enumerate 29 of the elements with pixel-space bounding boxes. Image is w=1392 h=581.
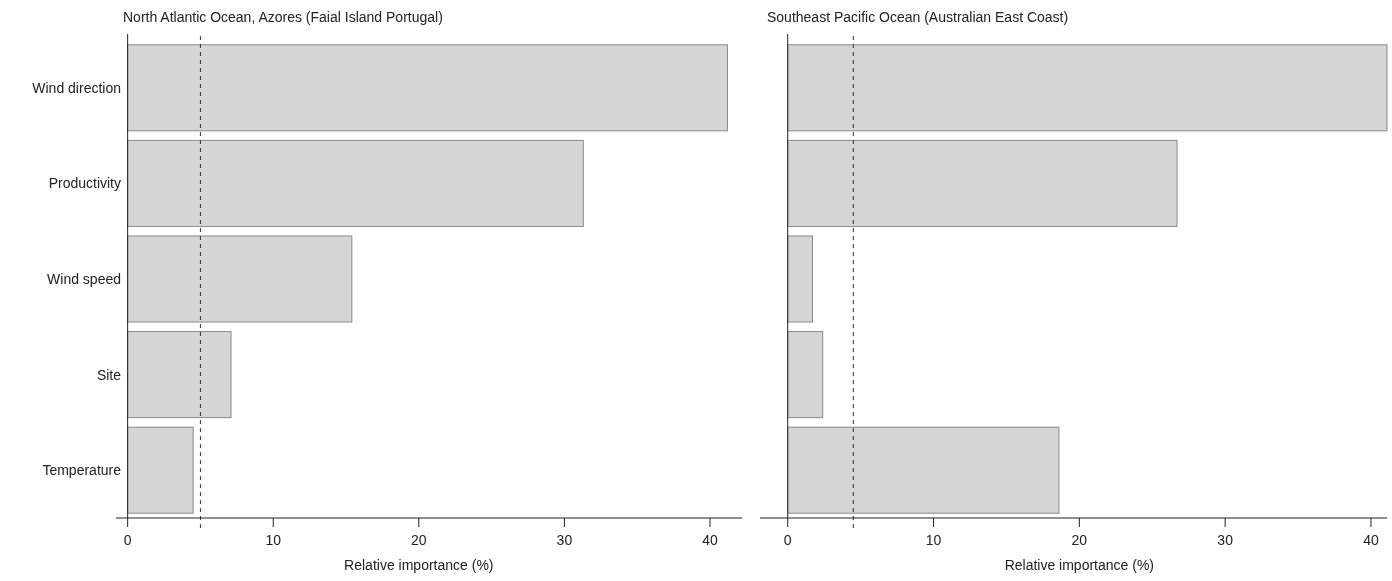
chart-title: Southeast Pacific Ocean (Australian East Coast) [767, 9, 1069, 25]
x-tick-label: 30 [556, 532, 573, 548]
x-tick-label: 0 [123, 532, 132, 548]
y-tick-label: Wind direction [32, 79, 121, 96]
bar [787, 44, 1388, 132]
bar [127, 235, 353, 323]
bar [787, 426, 1060, 514]
x-tick-label: 20 [411, 532, 427, 548]
bar [127, 331, 232, 419]
y-tick-label: Temperature [42, 462, 122, 479]
y-tick-label: Site [96, 366, 122, 383]
x-axis-title: Relative importance (%) [1004, 557, 1155, 573]
x-tick-label: 0 [783, 532, 792, 548]
chart-title: North Atlantic Ocean, Azores (Faial Island Portugal) [123, 9, 443, 25]
bar [127, 426, 194, 514]
bar [787, 331, 824, 419]
x-tick-label: 10 [265, 532, 282, 548]
x-tick-label: 10 [925, 532, 942, 548]
bar [787, 235, 813, 323]
x-tick-label: 30 [1217, 532, 1234, 548]
x-axis-title: Relative importance (%) [344, 557, 494, 573]
x-tick-label: 20 [1071, 532, 1088, 548]
bar [127, 139, 584, 227]
bar [127, 44, 728, 132]
x-tick-label: 40 [1363, 532, 1379, 548]
y-tick-label: Productivity [48, 175, 121, 192]
y-tick-label: Wind speed [47, 271, 121, 287]
bar [787, 139, 1178, 227]
x-tick-label: 40 [702, 532, 718, 548]
